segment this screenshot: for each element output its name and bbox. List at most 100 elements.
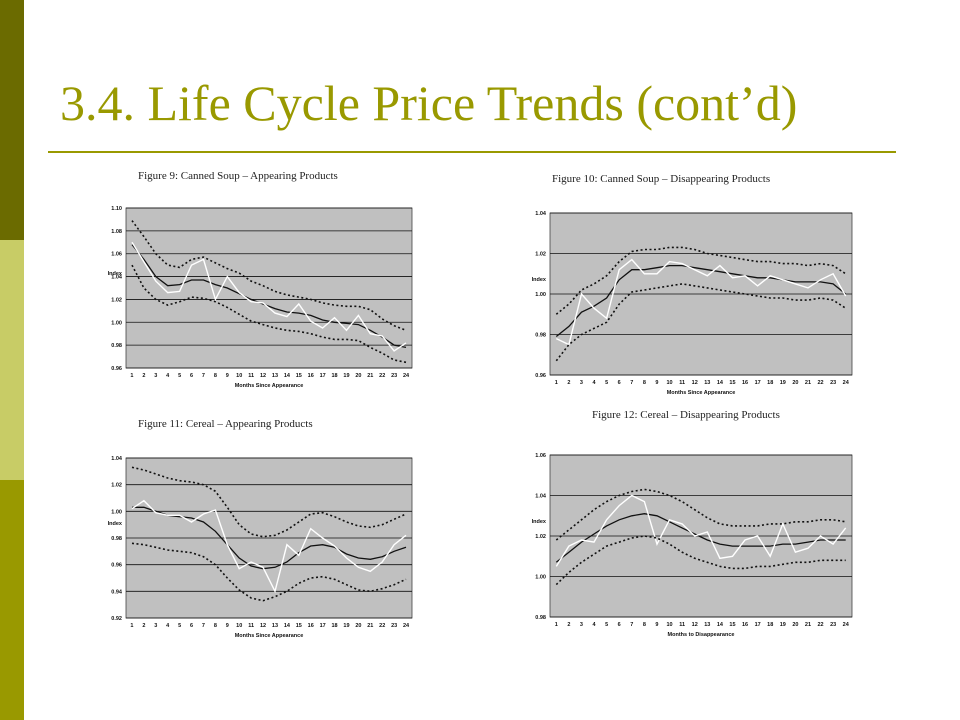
x-tick-label: 5	[605, 622, 608, 628]
x-tick-label: 19	[343, 373, 349, 379]
y-tick-label: 1.04	[111, 275, 123, 281]
x-tick-label: 6	[618, 380, 621, 386]
y-tick-label: 1.00	[111, 509, 122, 515]
x-tick-label: 16	[308, 623, 314, 629]
x-tick-label: 5	[178, 623, 181, 629]
decor-strip-top	[0, 0, 24, 240]
x-tick-label: 9	[655, 622, 658, 628]
x-tick-label: 23	[830, 380, 836, 386]
series-line-upper-band	[131, 220, 407, 332]
x-tick-label: 15	[296, 373, 302, 379]
y-tick-label: 1.02	[111, 483, 122, 489]
x-tick-label: 11	[679, 622, 685, 628]
x-tick-label: 2	[567, 380, 570, 386]
series-line-upper-band	[131, 466, 407, 538]
x-tick-label: 15	[729, 380, 735, 386]
figure-10-title: Figure 10: Canned Soup – Disappearing Pr…	[552, 173, 771, 185]
x-tick-label: 3	[154, 373, 157, 379]
x-tick-label: 2	[142, 623, 145, 629]
x-tick-label: 7	[202, 623, 205, 629]
y-tick-label: 1.02	[535, 534, 546, 540]
y-tick-label: 0.96	[111, 563, 122, 569]
figure-11-title: Figure 11: Cereal – Appearing Products	[138, 418, 313, 430]
x-tick-label: 21	[805, 380, 811, 386]
y-tick-label: 0.96	[535, 373, 546, 379]
x-tick-label: 9	[226, 373, 229, 379]
series-line-mean	[131, 244, 407, 349]
y-axis-label: Index	[108, 521, 123, 527]
x-tick-label: 1	[555, 622, 558, 628]
series-line-mean	[132, 506, 407, 570]
x-tick-label: 8	[643, 380, 646, 386]
x-tick-label: 7	[630, 622, 633, 628]
x-tick-label: 20	[355, 623, 361, 629]
y-tick-label: 0.98	[535, 615, 546, 621]
x-tick-label: 9	[655, 380, 658, 386]
x-tick-label: 3	[154, 623, 157, 629]
x-tick-label: 23	[391, 623, 397, 629]
x-tick-label: 23	[830, 622, 836, 628]
x-tick-label: 18	[331, 623, 337, 629]
decor-strip-middle	[0, 240, 24, 480]
x-tick-label: 8	[643, 622, 646, 628]
x-tick-label: 19	[780, 380, 786, 386]
x-tick-label: 16	[308, 373, 314, 379]
x-tick-label: 18	[767, 380, 773, 386]
x-tick-label: 12	[260, 373, 266, 379]
x-tick-label: 11	[679, 380, 685, 386]
y-tick-label: 1.06	[535, 453, 546, 459]
x-axis-label: Months to Disappearance	[668, 632, 735, 638]
x-tick-label: 3	[580, 380, 583, 386]
x-tick-label: 9	[226, 623, 229, 629]
x-tick-label: 21	[367, 373, 373, 379]
x-tick-label: 14	[717, 380, 724, 386]
x-tick-label: 23	[391, 373, 397, 379]
x-tick-label: 17	[320, 623, 326, 629]
x-tick-label: 17	[755, 622, 761, 628]
series-line-lower-band	[131, 542, 407, 602]
x-tick-label: 13	[272, 623, 278, 629]
y-tick-label: 1.04	[535, 211, 547, 217]
x-tick-label: 1	[130, 623, 133, 629]
x-tick-label: 2	[567, 622, 570, 628]
decor-strip-bottom	[0, 480, 24, 720]
x-tick-label: 22	[817, 622, 823, 628]
x-tick-label: 6	[618, 622, 621, 628]
slide-title: 3.4. Life Cycle Price Trends (cont’d)	[60, 75, 798, 131]
series-line-actual	[555, 258, 847, 346]
y-tick-label: 0.98	[111, 536, 122, 542]
y-tick-label: 1.02	[535, 252, 546, 258]
x-tick-label: 6	[190, 623, 193, 629]
x-tick-label: 6	[190, 373, 193, 379]
y-tick-label: 0.98	[111, 343, 122, 349]
series-line-actual	[555, 494, 847, 567]
series-line-mean	[555, 513, 846, 563]
series-line-lower-band	[555, 283, 847, 362]
y-tick-label: 1.08	[111, 229, 122, 235]
x-tick-label: 13	[704, 622, 710, 628]
x-tick-label: 14	[284, 623, 291, 629]
x-tick-label: 11	[248, 623, 254, 629]
x-tick-label: 1	[555, 380, 558, 386]
x-tick-label: 8	[214, 623, 217, 629]
x-tick-label: 15	[729, 622, 735, 628]
y-axis-label: Index	[108, 271, 123, 277]
series-line-lower-band	[131, 264, 407, 364]
x-tick-label: 17	[320, 373, 326, 379]
x-tick-label: 21	[805, 622, 811, 628]
y-tick-label: 1.04	[535, 494, 547, 500]
figure-9-title: Figure 9: Canned Soup – Appearing Produc…	[138, 170, 338, 182]
x-tick-label: 12	[692, 380, 698, 386]
x-tick-label: 17	[755, 380, 761, 386]
x-tick-label: 7	[202, 373, 205, 379]
x-tick-label: 4	[166, 623, 170, 629]
x-tick-label: 12	[692, 622, 698, 628]
y-tick-label: 0.98	[535, 333, 546, 339]
series-line-actual	[131, 241, 407, 352]
x-tick-label: 4	[166, 373, 170, 379]
x-tick-label: 15	[296, 623, 302, 629]
series-line-actual	[131, 499, 407, 594]
x-axis-label: Months Since Appearance	[235, 383, 304, 389]
